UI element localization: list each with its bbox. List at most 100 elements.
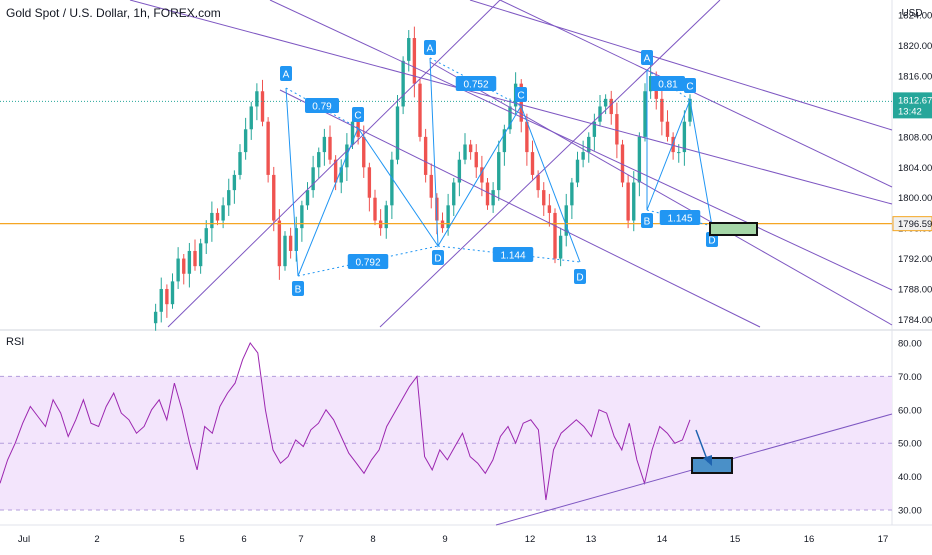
price-tick-label: 1792.00 (898, 254, 932, 265)
candle-body (356, 121, 360, 137)
channel-line (379, 0, 721, 328)
candle-body (682, 121, 687, 153)
channel-line (279, 89, 761, 328)
candle-body (198, 243, 203, 267)
price-tick-label: 1804.00 (898, 163, 932, 174)
candle-body (210, 212, 214, 229)
channel-line (167, 0, 501, 328)
candle-body (378, 220, 383, 229)
ratio-label-bg (305, 98, 339, 113)
ratio-label: 1.144 (500, 251, 525, 262)
candle-body (272, 174, 276, 221)
time-tick-label: 5 (179, 534, 184, 545)
pattern-point-label: C (354, 111, 361, 122)
candle-body (238, 152, 242, 175)
candle-body (530, 152, 535, 175)
time-tick-label: Jul (18, 534, 30, 545)
ratio-label: 0.752 (463, 80, 488, 91)
candle-body (575, 159, 580, 183)
pattern-point-label: C (686, 82, 693, 93)
candle-body (412, 38, 417, 84)
time-tick-label: 13 (586, 534, 597, 545)
harmonic-pattern-1 (285, 87, 439, 277)
candle-body (648, 76, 653, 92)
candle-body (570, 182, 574, 206)
candle-body (418, 83, 422, 137)
candle-body (620, 144, 625, 183)
pattern-point-label-bg (641, 50, 653, 65)
pattern-point-label-bg (292, 281, 304, 296)
channel-line (469, 0, 893, 131)
candle-body (637, 136, 642, 183)
candle-body (300, 205, 304, 229)
candle-body (350, 121, 355, 145)
pattern-point-label-bg (424, 40, 436, 55)
harmonic-pattern-3 (646, 70, 713, 227)
time-tick-label: 14 (657, 534, 668, 545)
candle-body (603, 98, 608, 107)
time-tick-label: 15 (730, 534, 741, 545)
candle-body (260, 91, 265, 122)
candle-body (536, 174, 540, 191)
pattern-point-label-bg (515, 87, 527, 102)
candle-body (333, 159, 338, 183)
candle-body (677, 152, 681, 154)
ratio-label: 1.145 (667, 214, 692, 225)
pattern-point-label-bg (352, 107, 364, 122)
ratio-label-bg (659, 210, 701, 225)
drawings: A B C D A C D A B C D 0.79 0.792 0.752 1.144 0.81 1.145 (129, 0, 893, 526)
candle-body (457, 159, 462, 183)
candle-body (502, 129, 507, 153)
candle-body (558, 235, 563, 259)
pattern-point-label: D (434, 254, 441, 265)
time-tick-label: 6 (241, 534, 246, 545)
ratio-label-bg (455, 76, 497, 91)
rsi-tick-label: 40.00 (898, 472, 922, 483)
candle-body (187, 250, 192, 274)
candle-body (221, 205, 225, 221)
channel-line (269, 0, 893, 291)
ratio-label-bg (651, 76, 685, 91)
candle-body (468, 144, 473, 153)
last-price-badge (893, 92, 932, 119)
candle-body (581, 152, 585, 160)
candle-body (373, 197, 377, 221)
rsi-arrow-head (703, 455, 712, 466)
candle-body (632, 182, 636, 221)
harmonic-pattern-2 (429, 57, 581, 263)
candle-body (277, 220, 282, 267)
channel-line (429, 61, 893, 326)
pattern-point-label: B (295, 285, 302, 296)
candle-body (553, 212, 557, 259)
candle-body (193, 250, 197, 267)
candle-body (328, 136, 332, 160)
candle-body (305, 190, 310, 206)
pattern-point-label: A (644, 54, 651, 65)
candle-body (547, 205, 552, 213)
candle-body (283, 235, 287, 267)
candle-body (317, 152, 321, 168)
candle-body (367, 167, 372, 198)
candle-body (266, 121, 270, 175)
candle-body (384, 205, 388, 229)
currency-label: USD (901, 8, 922, 19)
pattern-point-label-bg (641, 213, 653, 228)
candle-body (440, 220, 445, 229)
rsi-tick-label: 30.00 (898, 505, 922, 516)
price-tick-label: 1788.00 (898, 284, 932, 295)
pattern-point-label-bg (684, 78, 696, 93)
candle-body (170, 281, 175, 305)
candle-body (609, 98, 613, 115)
candle-body (294, 228, 298, 251)
candle-body (153, 311, 158, 324)
price-pane (0, 26, 892, 331)
candle-body (519, 83, 523, 122)
time-tick-label: 17 (878, 534, 889, 545)
candle-body (525, 121, 529, 153)
candle-body (288, 235, 293, 251)
pattern-point-label-bg (574, 269, 586, 284)
candle-body (474, 152, 478, 168)
chart-title: Gold Spot / U.S. Dollar, 1h, FOREX.com (6, 6, 221, 20)
target-zone-box (709, 222, 758, 236)
